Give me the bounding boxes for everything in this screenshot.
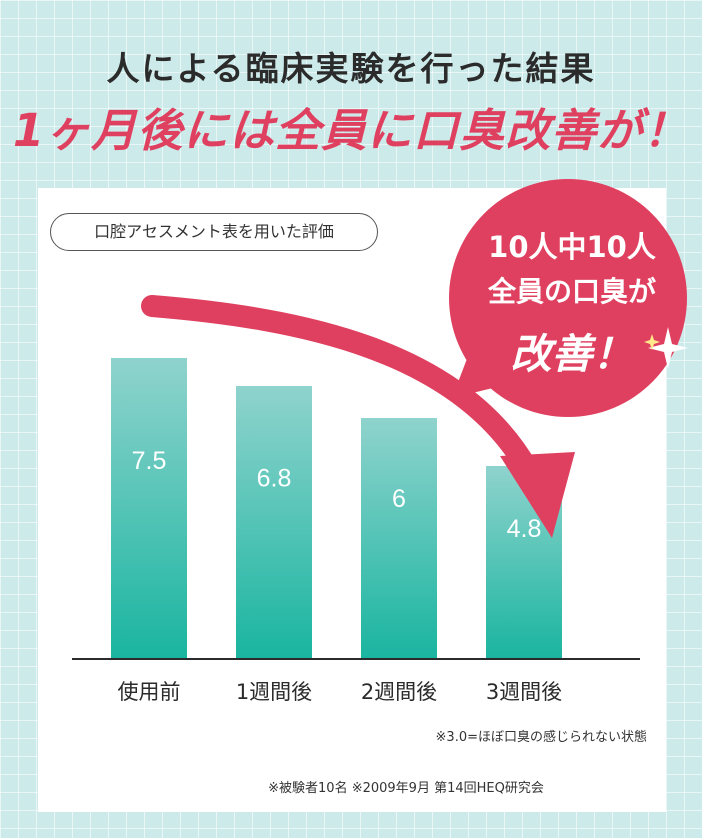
bar-3	[361, 418, 437, 658]
headline-intro: 人による臨床実験を行った結果	[106, 49, 596, 88]
callout-line-1: 10人中10人	[488, 230, 656, 264]
bar-value-label: 6	[392, 485, 406, 513]
category-label: 1週間後	[236, 680, 312, 704]
bar-value-label: 7.5	[132, 447, 167, 475]
callout-line-2: 全員の口臭が	[487, 275, 656, 308]
category-label: 使用前	[118, 680, 181, 704]
sparkle-small-icon	[644, 334, 660, 350]
downward-arrow-icon	[141, 295, 539, 481]
bar-value-label: 4.8	[507, 515, 542, 543]
bar-1	[111, 358, 187, 658]
arrow-head-icon	[500, 452, 575, 538]
callout-line-3: 改善！	[510, 330, 634, 378]
headline-result: 1ヶ月後には全員に口臭改善が！	[12, 104, 690, 157]
sparkle-icon	[648, 327, 688, 369]
category-label: 2週間後	[361, 680, 437, 704]
callout-bubble	[449, 179, 687, 417]
evaluation-method-label: 口腔アセスメント表を用いた評価	[50, 213, 378, 251]
bar-2	[236, 386, 312, 658]
scale-note: ※3.0=ほぼ口臭の感じられない状態	[435, 730, 647, 745]
study-footnote: ※被験者10名 ※2009年9月 第14回HEQ研究会	[268, 781, 544, 796]
category-label: 3週間後	[486, 680, 562, 704]
callout-tail	[452, 330, 505, 398]
bar-value-label: 6.8	[257, 465, 292, 493]
